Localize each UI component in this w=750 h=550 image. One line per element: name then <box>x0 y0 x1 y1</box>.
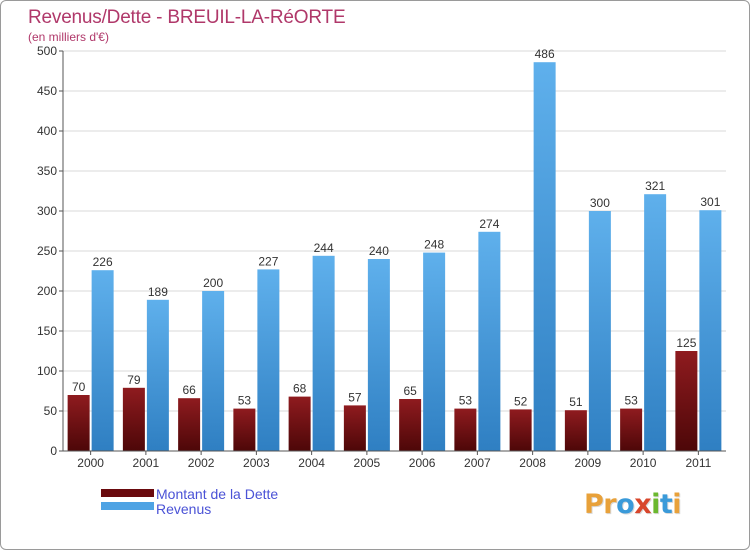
gridlines <box>63 50 726 452</box>
bar-dette <box>178 398 201 451</box>
x-tick-label: 2009 <box>575 456 602 470</box>
bar-dette <box>564 410 587 451</box>
x-tick-label: 2008 <box>519 456 546 470</box>
data-label-dette: 53 <box>459 394 473 408</box>
logo-letter: o <box>616 489 635 520</box>
bar-dette <box>675 351 698 451</box>
legend-label-revenus: Revenus <box>156 501 212 517</box>
bar-revenus <box>312 255 335 451</box>
x-tick-label: 2004 <box>298 456 325 470</box>
bar-dette <box>454 408 477 451</box>
data-label-dette: 70 <box>72 380 86 394</box>
x-tick-label: 2005 <box>354 456 381 470</box>
x-tick-label: 2006 <box>409 456 436 470</box>
data-label-dette: 52 <box>514 394 528 408</box>
data-label-revenus: 240 <box>369 244 389 258</box>
bar-dette <box>288 396 311 451</box>
y-tick-label: 250 <box>37 244 57 258</box>
data-label-revenus: 486 <box>535 47 555 61</box>
logo-letter: x <box>634 489 652 520</box>
y-tick-label: 300 <box>37 204 57 218</box>
bar-revenus <box>644 194 667 451</box>
bar-dette <box>399 399 422 451</box>
bar-dette <box>620 408 643 451</box>
y-tick-label: 0 <box>50 444 57 458</box>
bar-dette <box>233 408 256 451</box>
y-tick-label: 500 <box>37 44 57 58</box>
y-tick-label: 200 <box>37 284 57 298</box>
bar-revenus <box>588 211 611 451</box>
logo-letter: P <box>584 489 604 520</box>
data-label-revenus: 301 <box>700 195 720 209</box>
logo-letter: i <box>672 489 682 520</box>
bar-revenus <box>91 270 114 451</box>
y-tick-label: 150 <box>37 324 57 338</box>
data-label-dette: 53 <box>624 394 638 408</box>
bar-revenus <box>257 269 280 451</box>
data-label-dette: 68 <box>293 382 307 396</box>
data-label-revenus: 248 <box>424 238 444 252</box>
data-label-revenus: 189 <box>148 285 168 299</box>
bar-revenus <box>478 231 501 451</box>
x-tick-label: 2007 <box>464 456 491 470</box>
bar-revenus <box>202 291 225 451</box>
y-tick-label: 450 <box>37 84 57 98</box>
data-label-revenus: 226 <box>93 255 113 269</box>
bar-revenus <box>533 62 556 451</box>
logo-letter: i <box>651 489 660 520</box>
data-label-dette: 79 <box>127 373 141 387</box>
data-label-revenus: 200 <box>203 276 223 290</box>
data-label-revenus: 244 <box>314 241 334 255</box>
x-tick-label: 2010 <box>630 456 657 470</box>
y-tick-label: 350 <box>37 164 57 178</box>
y-tick-label: 100 <box>37 364 57 378</box>
data-label-revenus: 227 <box>258 254 278 268</box>
x-tick-label: 2002 <box>188 456 215 470</box>
data-label-dette: 65 <box>403 384 417 398</box>
bars: 70 226 79 189 66 200 53 227 68 244 57 240 65 248 53 274… <box>67 47 722 451</box>
chart-title: Revenus/Dette - BREUIL-LA-RéORTE <box>28 7 346 28</box>
data-label-dette: 125 <box>676 336 696 350</box>
chart-subtitle: (en milliers d'€) <box>28 30 109 44</box>
x-tick-label: 2000 <box>77 456 104 470</box>
bar-revenus <box>367 259 390 451</box>
data-label-dette: 57 <box>348 390 362 404</box>
bar-dette <box>343 405 366 451</box>
bar-dette <box>67 395 90 451</box>
data-label-dette: 53 <box>238 394 252 408</box>
y-axis: 0 50 100 150 200 250 300 350 400 450 500 <box>37 44 64 458</box>
data-label-revenus: 321 <box>645 179 665 193</box>
data-label-dette: 51 <box>569 395 583 409</box>
x-axis: 2000 2001 2002 2003 2004 2005 2006 2007 2008 2009… <box>63 450 726 470</box>
data-label-revenus: 300 <box>590 196 610 210</box>
legend-swatch-revenus <box>101 502 154 510</box>
data-label-revenus: 274 <box>479 217 499 231</box>
x-tick-label: 2011 <box>685 456 711 470</box>
bar-revenus <box>423 252 446 451</box>
y-tick-label: 50 <box>44 404 58 418</box>
legend-swatch-dette <box>101 489 154 497</box>
bar-dette <box>509 409 532 451</box>
bar-revenus <box>146 299 169 451</box>
x-tick-label: 2003 <box>243 456 270 470</box>
proxiti-logo: Proxiti <box>584 489 682 520</box>
bar-revenus <box>699 210 722 451</box>
x-tick-label: 2001 <box>133 456 160 470</box>
y-tick-label: 400 <box>37 124 57 138</box>
bar-dette <box>122 387 145 451</box>
data-label-dette: 66 <box>182 383 196 397</box>
logo-letter: t <box>659 489 673 520</box>
logo-letter: r <box>603 489 617 520</box>
legend-label-dette: Montant de la Dette <box>156 486 279 502</box>
